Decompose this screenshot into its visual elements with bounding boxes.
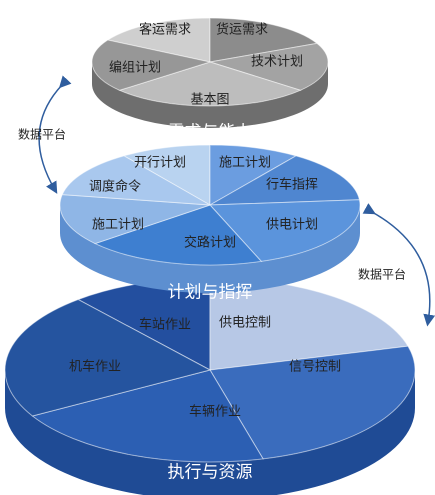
wedge [209, 345, 416, 460]
segment-label: 供电控制 [219, 316, 271, 331]
segment-label: 车辆作业 [189, 404, 241, 420]
side-label: 数据平台 [18, 127, 66, 142]
wedge [59, 194, 211, 245]
segment-label: 技术计划 [251, 55, 303, 70]
segment-label: 车站作业 [139, 317, 191, 333]
arrow [38, 75, 72, 194]
disc-side [92, 62, 328, 128]
wedge [122, 144, 211, 206]
wedge [209, 155, 361, 206]
wedge [209, 17, 319, 63]
wedge [209, 144, 298, 206]
segment-label: 机车作业 [69, 359, 121, 375]
segment-label: 交路计划 [184, 235, 236, 251]
layer-title: 计划与指挥 [168, 283, 253, 303]
segment-label: 供电计划 [266, 218, 318, 233]
segment-label: 基本图 [190, 93, 229, 108]
arrow [362, 203, 435, 327]
segment-label: 编组计划 [109, 61, 161, 76]
layer-title: 执行与资源 [168, 463, 253, 483]
segment-label: 行车指挥 [266, 177, 318, 193]
wedge [31, 369, 264, 463]
disc-side [60, 205, 360, 293]
wedge [4, 298, 212, 417]
wedge [209, 42, 329, 91]
side-label: 数据平台 [358, 267, 406, 282]
layer-title: 需求与能力 [168, 123, 253, 143]
segment-label: 施工计划 [219, 156, 271, 171]
segment-label: 施工计划 [92, 218, 144, 233]
wedge [118, 61, 302, 107]
segment-label: 货运需求 [216, 22, 268, 38]
segment-label: 客运需求 [139, 22, 191, 38]
segment-label: 信号控制 [289, 360, 341, 375]
wedge [91, 39, 212, 91]
segment-label: 开行计划 [134, 156, 186, 171]
disc-side [5, 370, 415, 495]
wedge [93, 204, 263, 266]
wedge [106, 17, 211, 63]
segment-label: 调度命令 [89, 179, 141, 195]
